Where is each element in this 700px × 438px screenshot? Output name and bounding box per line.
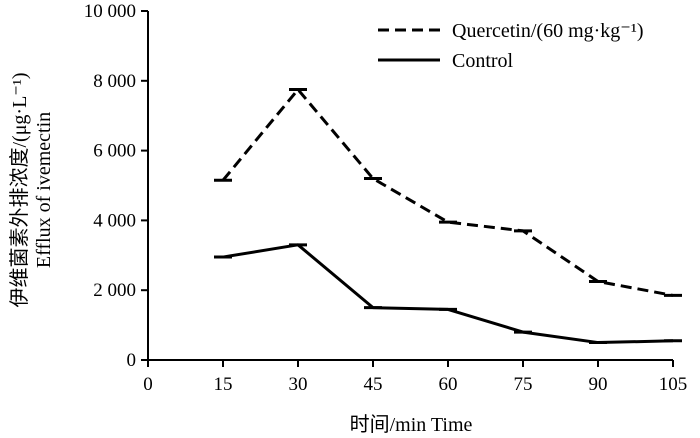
x-tick-label: 45 bbox=[364, 374, 383, 395]
legend-label: Control bbox=[452, 50, 514, 72]
y-axis-title-chinese: 伊维菌素外排浓度/(μg·L⁻¹) bbox=[8, 72, 31, 307]
x-tick-label: 30 bbox=[289, 374, 308, 395]
x-tick-label: 60 bbox=[439, 374, 458, 395]
x-tick-label: 15 bbox=[214, 374, 233, 395]
x-axis-title: 时间/min Time bbox=[350, 413, 473, 436]
series-line-control bbox=[222, 243, 674, 345]
x-tick-label: 90 bbox=[589, 374, 608, 395]
y-tick-label: 2 000 bbox=[93, 280, 136, 301]
y-tick-label: 6 000 bbox=[93, 141, 136, 162]
legend-label: Quercetin/(60 mg·kg⁻¹) bbox=[452, 20, 644, 42]
y-axis-title-english: Efflux of ivemectin bbox=[33, 112, 55, 268]
x-tick-label: 75 bbox=[514, 374, 533, 395]
y-tick-label: 4 000 bbox=[93, 210, 136, 231]
series-line-quercetin bbox=[221, 88, 674, 297]
legend: Quercetin/(60 mg·kg⁻¹) Control bbox=[378, 20, 644, 72]
series-layer bbox=[214, 88, 682, 345]
x-tick-label: 105 bbox=[659, 374, 688, 395]
y-tick-label: 0 bbox=[127, 350, 137, 371]
y-tick-label: 10 000 bbox=[84, 1, 136, 22]
x-tick-label: 0 bbox=[143, 374, 153, 395]
y-tick-label: 8 000 bbox=[93, 71, 136, 92]
axes: 0 2 000 4 000 6 000 8 000 10 000 0 15 30 45 60 75 90… bbox=[84, 1, 688, 395]
